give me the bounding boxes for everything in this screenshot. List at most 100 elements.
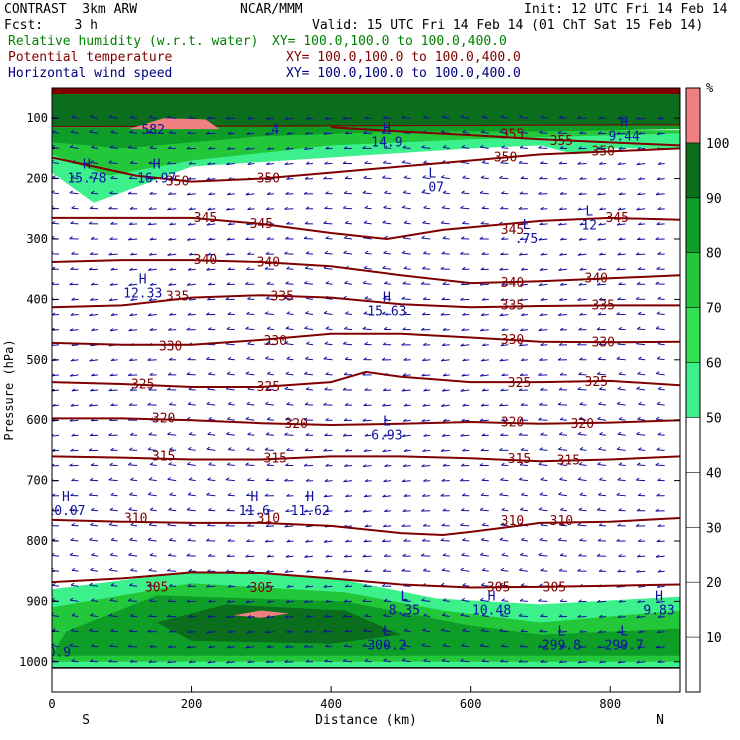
wind-vector (637, 328, 646, 331)
wind-vector (305, 540, 314, 543)
wind-vector-head (364, 479, 369, 482)
wind-vector-head (462, 312, 466, 316)
wind-vector (656, 178, 665, 181)
wind-vector (481, 404, 489, 407)
theta-label-340: 340 (501, 276, 524, 291)
wind-vector (364, 298, 372, 300)
wind-vector-head (598, 116, 603, 119)
wind-vector-head (462, 129, 466, 133)
wind-vector-head (90, 522, 94, 526)
wind-vector (579, 403, 587, 406)
wind-vector-head (52, 583, 56, 586)
wind-vector (364, 660, 372, 663)
wind-vector-head (246, 356, 251, 360)
wind-vector-head (520, 176, 525, 179)
wind-vector-head (460, 388, 465, 392)
wind-vector (599, 433, 607, 436)
wind-vector (558, 448, 568, 451)
wind-vector-head (70, 267, 74, 270)
wind-vector (499, 314, 509, 317)
wind-vector-head (70, 448, 74, 452)
theta-label-320: 320 (571, 417, 594, 432)
wind-vector (460, 207, 470, 210)
wind-vector-head (90, 297, 94, 301)
wind-vector-head (598, 401, 602, 405)
wind-vector (304, 327, 314, 331)
wind-vector (208, 418, 216, 421)
wind-vector (265, 585, 274, 589)
wind-vector (598, 631, 607, 634)
wind-vector-head (207, 297, 211, 301)
wind-vector (577, 163, 587, 165)
wind-vector (285, 147, 294, 150)
wind-vector (226, 433, 235, 436)
wind-vector-head (325, 599, 329, 603)
extremum-value: 9.44 (609, 129, 640, 144)
wind-vector-head (52, 628, 56, 632)
wind-vector-head (342, 614, 347, 618)
wind-vector (382, 313, 392, 315)
wind-vector-head (520, 267, 525, 271)
wind-vector-head (226, 146, 231, 150)
wind-vector-head (70, 175, 75, 179)
wind-vector (460, 389, 470, 392)
wind-vector (382, 630, 392, 633)
wind-vector-head (247, 207, 251, 211)
wind-vector (52, 222, 60, 225)
wind-vector-head (52, 433, 54, 436)
wind-vector (306, 480, 314, 482)
wind-vector-head (207, 116, 211, 119)
wind-vector (656, 403, 665, 406)
wind-vector-head (70, 129, 75, 133)
wind-vector-head (304, 448, 309, 451)
wind-vector (363, 540, 372, 543)
rh-region-100 (52, 94, 680, 127)
rh-region-100 (156, 604, 401, 644)
wind-vector-head (130, 522, 134, 526)
wind-vector-head (148, 298, 153, 301)
wind-vector-head (52, 205, 54, 208)
theta-label-315: 315 (557, 454, 580, 469)
wind-vector (344, 510, 353, 513)
wind-vector-head (325, 371, 329, 375)
wind-vector-head (363, 403, 367, 407)
wind-vector (227, 418, 235, 421)
wind-vector-head (519, 145, 524, 149)
extremum-type: L (620, 624, 628, 639)
wind-vector (617, 178, 626, 181)
wind-vector-head (129, 537, 133, 541)
wind-vector (363, 237, 372, 240)
wind-vector (90, 569, 99, 572)
wind-vector (617, 616, 626, 618)
wind-vector (71, 524, 79, 527)
wind-vector-head (499, 628, 503, 632)
wind-vector (401, 252, 411, 255)
wind-vector-head (557, 312, 562, 316)
theta-label-320: 320 (501, 416, 524, 431)
wind-vector (128, 509, 138, 512)
wind-vector-head (558, 614, 563, 618)
wind-vector-head (363, 539, 368, 543)
wind-vector-head (323, 539, 328, 543)
wind-vector-head (324, 569, 329, 573)
wind-vector (362, 419, 372, 422)
wind-vector (108, 615, 118, 617)
wind-vector-head (167, 207, 171, 211)
wind-vector-head (540, 342, 544, 346)
wind-vector-head (618, 146, 623, 150)
wind-vector-head (500, 567, 505, 571)
wind-vector (345, 449, 353, 452)
wind-vector-head (637, 538, 642, 542)
rh-region-80 (52, 130, 680, 176)
wind-vector-head (521, 537, 525, 541)
wind-vector (598, 403, 607, 406)
wind-vector-head (304, 221, 309, 225)
wind-vector (189, 433, 196, 436)
wind-vector-head (402, 145, 407, 149)
wind-vector-head (110, 583, 115, 586)
wind-vector-head (227, 447, 232, 450)
wind-vector (149, 238, 157, 241)
wind-vector-head (578, 645, 583, 649)
wind-vector-head (558, 115, 563, 119)
wind-vector-head (169, 267, 173, 271)
